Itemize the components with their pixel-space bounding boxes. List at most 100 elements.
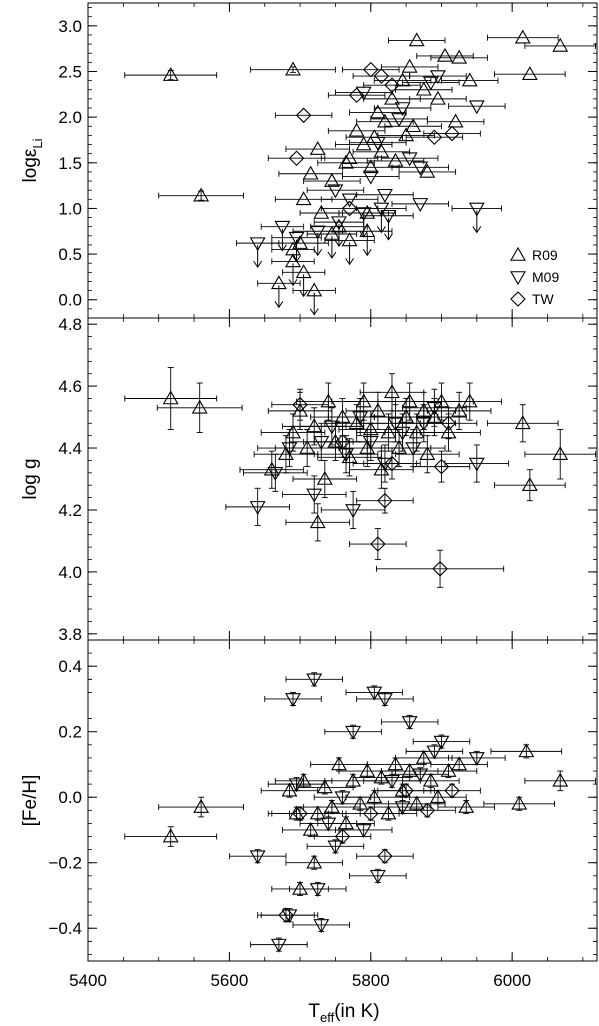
data-point-triangle-up (162, 67, 179, 81)
data-point-triangle-down-arrow (274, 220, 291, 235)
data-point-diamond (444, 125, 460, 142)
data-point-triangle-down (288, 778, 305, 793)
data-point-triangle-down (401, 152, 418, 167)
data-point-triangle-up (429, 789, 446, 804)
data-point-triangle-down (422, 76, 439, 91)
data-point-triangle-up (514, 29, 531, 44)
data-point-triangle-down-arrow (309, 225, 326, 240)
data-point-triangle-down (313, 436, 330, 450)
data-point-triangle-up (461, 393, 478, 408)
legend-marker-m09 (510, 271, 526, 286)
data-point-triangle-up (309, 140, 326, 155)
data-point-diamond (377, 848, 393, 864)
data-point-triangle-up (359, 204, 376, 219)
data-point-triangle-up (401, 762, 418, 777)
data-point-triangle-up (316, 779, 333, 794)
data-point-triangle-down-arrow-limit-arrowhead (472, 226, 482, 234)
data-point-triangle-up (552, 446, 569, 461)
x-tick-label: 5800 (352, 971, 390, 990)
data-point-triangle-up (316, 470, 333, 485)
y-axis-label-li: logεLi (20, 138, 45, 182)
data-point-triangle-down (345, 504, 362, 519)
legend-label-m09: M09 (532, 269, 559, 285)
y-tick-label-li: 0.0 (58, 291, 82, 310)
data-point-diamond (433, 458, 450, 475)
data-point-triangle-up (405, 118, 422, 133)
data-point-triangle-down (249, 501, 266, 515)
data-point-triangle-up (408, 32, 425, 47)
data-point-diamond (432, 561, 448, 577)
data-point-triangle-down (334, 791, 351, 806)
data-point-diamond (419, 802, 436, 819)
data-point-diamond (334, 828, 351, 845)
data-point-triangle-up-arrow-limit-arrowhead (309, 308, 319, 316)
data-point-diamond (440, 415, 457, 432)
data-point-triangle-up (461, 72, 478, 87)
legend-marker-r09 (510, 246, 526, 261)
data-point-triangle-up (359, 762, 376, 777)
data-point-triangle-down (341, 193, 358, 208)
data-point-triangle-up (380, 805, 397, 820)
data-point-diamond (288, 150, 305, 166)
panel-frame-feh (87, 639, 598, 962)
data-point-triangle-up (552, 37, 569, 52)
data-point-triangle-up (285, 61, 301, 76)
panel-frame-li (87, 2, 598, 319)
data-point-triangle-up (345, 772, 362, 787)
data-point-triangle-up (306, 854, 323, 869)
data-point-triangle-up (302, 165, 319, 180)
data-point-triangle-down (433, 735, 450, 750)
data-point-triangle-down-arrow-limit-arrowhead (313, 248, 323, 257)
y-tick-label-li: 2.0 (58, 108, 82, 127)
data-point-triangle-down (309, 883, 326, 898)
y-tick-label-feh: 0.4 (58, 657, 82, 676)
data-point-triangle-down (468, 752, 485, 767)
data-point-diamond (426, 129, 443, 145)
data-point-triangle-down (362, 170, 379, 185)
data-point-triangle-up (341, 150, 358, 165)
y-tick-label-li: 1.0 (58, 199, 82, 218)
data-point-diamond (348, 87, 365, 103)
y-tick-label-logg: 4.4 (58, 439, 82, 458)
y-tick-label-logg: 4.8 (58, 315, 82, 334)
data-point-triangle-up (373, 769, 390, 784)
data-point-triangle-down-arrow (288, 231, 305, 246)
data-point-triangle-down (376, 693, 393, 708)
data-point-triangle-up (429, 90, 446, 105)
series-feh-m09 (228, 672, 506, 953)
series-li-m09-upper-limits (236, 202, 503, 269)
legend-label-tw: TW (532, 291, 555, 307)
y-tick-label-li: 3.0 (58, 17, 82, 36)
y-tick-label-li: 2.5 (58, 62, 82, 81)
y-tick-label-li: 1.5 (58, 154, 82, 173)
data-point-triangle-up (334, 408, 351, 423)
data-point-triangle-up (458, 798, 475, 813)
y-axis-label-logg: log g (20, 458, 41, 499)
data-point-diamond (373, 68, 390, 84)
data-point-triangle-down (376, 188, 393, 203)
data-point-triangle-down-arrow (331, 216, 347, 231)
data-point-triangle-up (394, 72, 411, 87)
legend-label-r09: R09 (532, 247, 558, 263)
y-tick-label-li: 0.5 (58, 245, 82, 264)
x-axis-label: Teff(in K) (308, 1001, 379, 1025)
data-point-triangle-down (352, 411, 369, 426)
data-point-triangle-up (292, 880, 309, 895)
data-point-triangle-up (419, 446, 436, 461)
data-point-triangle-up (419, 163, 436, 178)
data-point-triangle-up (162, 390, 179, 405)
data-point-triangle-down (270, 938, 287, 953)
data-point-triangle-up (323, 172, 340, 187)
data-point-triangle-up (415, 749, 432, 764)
data-point-triangle-down-arrow (468, 202, 485, 217)
data-point-triangle-up (387, 756, 404, 771)
data-point-triangle-down (267, 467, 284, 481)
y-tick-label-feh: 0.0 (58, 788, 82, 807)
data-point-triangle-down-arrow-limit-arrowhead (292, 255, 301, 263)
data-point-triangle-up (415, 81, 432, 96)
data-point-triangle-up (521, 66, 538, 81)
data-point-diamond (377, 492, 393, 509)
data-point-triangle-up-arrow-limit-arrowhead (362, 248, 372, 257)
data-point-diamond (334, 434, 351, 450)
y-tick-label-feh: −0.2 (48, 854, 82, 873)
